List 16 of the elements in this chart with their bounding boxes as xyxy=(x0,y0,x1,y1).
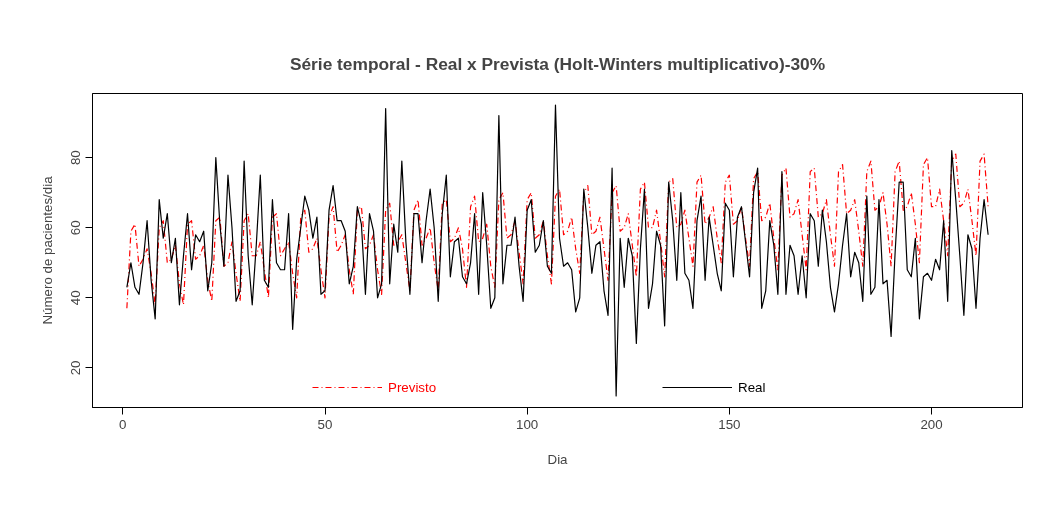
x-tick-label: 100 xyxy=(516,416,539,432)
line-series xyxy=(126,104,989,397)
x-tick-label: 150 xyxy=(718,416,741,432)
y-tick-label: 20 xyxy=(68,360,84,376)
x-tick-label: 200 xyxy=(920,416,943,432)
x-tick-label: 0 xyxy=(119,416,127,432)
x-tick-label: 50 xyxy=(317,416,333,432)
y-tick-label: 60 xyxy=(68,220,84,236)
y-tick-label: 40 xyxy=(68,290,84,306)
chart-title: Série temporal - Real x Prevista (Holt-Winters multiplicativo)-30% xyxy=(289,53,826,74)
line-series xyxy=(126,153,989,309)
text: Real xyxy=(738,379,766,395)
y-axis-title: Número de pacientes/dia xyxy=(39,175,55,325)
y-tick-label: 80 xyxy=(68,150,84,166)
text: Previsto xyxy=(388,379,437,395)
x-axis-title: Dia xyxy=(547,451,569,467)
